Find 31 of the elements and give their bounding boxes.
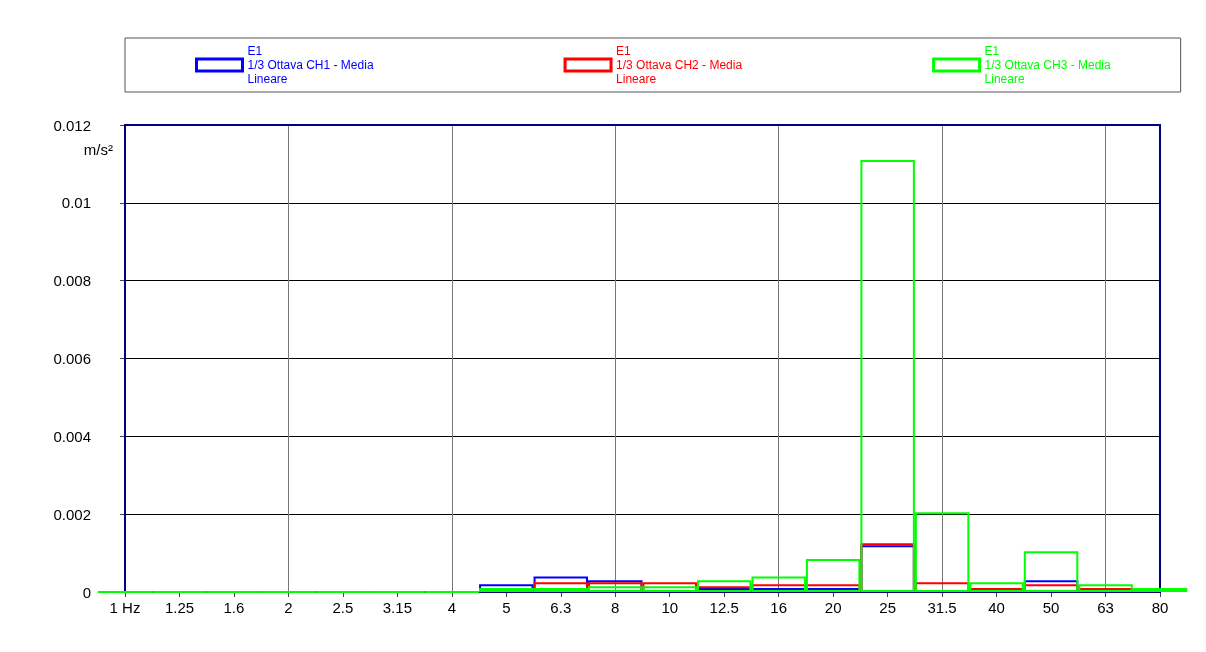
x-tick-label: 8 xyxy=(611,599,620,616)
x-tick-label: 4 xyxy=(447,599,457,616)
x-tick-label: 3.15 xyxy=(382,599,412,616)
x-tick-label: 63 xyxy=(1097,599,1114,616)
x-tick-label: 31.5 xyxy=(927,599,957,616)
x-tick-label: 16 xyxy=(770,599,788,616)
x-tick-label: 1 Hz xyxy=(109,599,141,616)
y-tick-label: 0.008 xyxy=(53,272,91,290)
x-tick-label: 10 xyxy=(661,599,679,616)
y-tick-label: 0.006 xyxy=(53,350,91,367)
y-tick-label: 0 xyxy=(82,583,91,601)
x-tick-label: 2 xyxy=(284,599,293,616)
x-tick-label: 5 xyxy=(502,599,511,616)
legend-label: E1 1/3 Ottava CH3 - Media Lineare xyxy=(984,44,1111,86)
x-tick-label: 1.25 xyxy=(164,599,195,616)
legend-label: E1 1/3 Ottava CH1 - Media Lineare xyxy=(247,44,374,86)
x-tick-label: 1.6 xyxy=(223,599,245,616)
legend-label: E1 1/3 Ottava CH2 - Media Lineare xyxy=(616,44,743,86)
y-tick-label: 0.004 xyxy=(53,427,91,445)
x-tick-label: 6.3 xyxy=(550,599,572,616)
y-axis-title: m/s² xyxy=(83,141,113,158)
y-tick-label: 0.012 xyxy=(53,116,91,134)
x-tick-label: 12.5 xyxy=(709,599,739,616)
x-tick-label: 20 xyxy=(824,599,842,616)
x-tick-label: 80 xyxy=(1151,599,1169,616)
x-tick-label: 40 xyxy=(988,599,1005,616)
y-tick-label: 0.01 xyxy=(61,194,91,212)
x-tick-label: 2.5 xyxy=(332,599,354,616)
y-tick-label: 0.002 xyxy=(53,505,91,523)
x-tick-label: 25 xyxy=(879,599,896,616)
x-tick-label: 50 xyxy=(1042,599,1060,616)
